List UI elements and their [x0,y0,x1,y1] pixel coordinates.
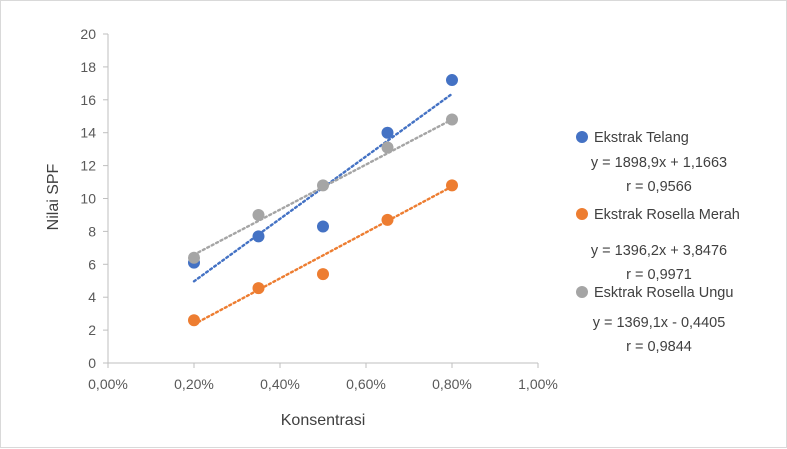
point-series-1-3 [381,213,394,226]
legend: Ekstrak Telang y = 1898,9x + 1,1663 r = 0,… [576,130,740,355]
point-series-2-2 [317,179,329,192]
x-tick-label: 0,00% [88,376,128,392]
y-tick-label: 16 [80,92,96,108]
point-series-2-3 [381,141,394,154]
x-tick-label: 1,00% [518,376,558,392]
y-tick-label: 8 [88,223,96,239]
legend-label-2: Esktrak Rosella Ungu [594,285,733,301]
y-tick-label: 6 [88,256,96,272]
x-axis-title: Konsentrasi [281,412,366,429]
trendline-series-1 [192,185,454,326]
legend-marker-1 [576,208,588,220]
point-series-2-0 [188,251,200,264]
y-tick-label: 4 [88,289,96,305]
point-series-0-1 [252,230,265,243]
x-tick-label: 0,60% [346,376,386,392]
trendline-equation-2: y = 1369,1x - 0,4405 [593,315,726,331]
legend-label-1: Ekstrak Rosella Merah [594,207,740,223]
point-series-0-4 [446,74,458,87]
y-tick-label: 20 [80,26,96,42]
correlation-label-2: r = 0,9844 [626,339,692,355]
point-series-0-2 [317,220,329,233]
x-tick-label: 0,40% [260,376,300,392]
data-points [188,74,458,327]
x-tick-label: 0,20% [174,376,214,392]
point-series-1-0 [188,314,200,327]
y-axis-title: Nilai SPF [45,163,62,230]
y-tick-label: 12 [80,158,96,174]
y-tick-label: 14 [80,125,96,141]
legend-label-0: Ekstrak Telang [594,130,689,146]
legend-marker-2 [576,286,588,298]
y-tick-label: 0 [88,355,96,371]
y-tick-label: 2 [88,322,96,338]
x-tick-label: 0,80% [432,376,472,392]
point-series-2-1 [252,208,265,221]
correlation-label-1: r = 0,9971 [626,267,692,283]
y-tick-label: 10 [80,191,96,207]
point-series-1-2 [317,268,329,281]
trendline-equation-1: y = 1396,2x + 3,8476 [591,243,727,259]
axes: 0 2 4 6 8 10 12 14 16 18 20 0,00% 0,20% 0,40% 0,60% 0,8… [80,26,557,392]
point-series-2-4 [446,113,458,126]
trendline-equation-0: y = 1898,9x + 1,1663 [591,155,727,171]
point-series-1-1 [252,282,265,295]
trendlines [192,92,454,326]
y-tick-label: 18 [80,59,96,75]
point-series-1-4 [446,179,458,192]
correlation-label-0: r = 0,9566 [626,179,692,195]
point-series-0-3 [381,126,394,139]
legend-marker-0 [576,131,588,143]
